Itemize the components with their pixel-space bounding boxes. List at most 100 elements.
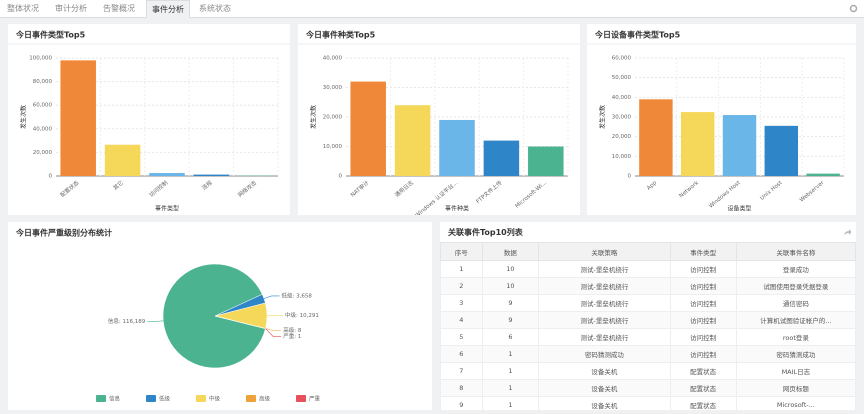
tab[interactable]: 审计分析 <box>55 4 87 13</box>
legend-swatch[interactable] <box>246 395 256 402</box>
y-tick-label: 0 <box>628 174 632 180</box>
bar <box>193 174 230 176</box>
table-cell: 测试-堡垒机绕行 <box>538 294 671 312</box>
x-tick-label: 访问控制 <box>147 178 169 199</box>
column-header: 数据 <box>481 242 540 261</box>
table-row: 7 1 设备关机 配置状态 MAIL日志 <box>440 362 857 380</box>
bar <box>764 125 799 176</box>
legend-label: 严重 <box>309 395 321 403</box>
x-axis-title: 事件种类 <box>445 205 469 213</box>
table-row: 5 6 测试-堡垒机绕行 访问控制 root登录 <box>440 328 857 346</box>
label-line <box>265 328 282 337</box>
chart-title: 今日事件严重级别分布统计 <box>15 228 112 238</box>
table-row: 6 1 密码猜测成功 访问控制 密码猜测成功 <box>440 345 857 363</box>
y-tick-label: 30,000 <box>612 115 632 121</box>
table-cell: 1 <box>481 345 540 363</box>
table-title: 关联事件Top10列表 <box>448 228 523 237</box>
tab[interactable]: 整体状况 <box>7 4 39 13</box>
panel: 今日事件类型Top5 0 20,000 40,000 60,000 80,000 100,0… <box>8 24 290 215</box>
y-tick-label: 80,000 <box>33 79 53 85</box>
legend-swatch[interactable] <box>196 395 206 402</box>
legend-label: 中级 <box>209 395 221 403</box>
table-panel: 关联事件Top10列表 序号 数据 关联策略 事件类型 关联事件名称 1 10 测试-堡垒机绕… <box>440 222 857 414</box>
x-tick-label: FTP文件上传 <box>474 178 504 205</box>
x-tick-label: NAT审计 <box>349 178 371 198</box>
tab-bar: 整体状况 审计分析 告警概况 事件分析 系统状态 <box>0 0 864 18</box>
table-cell: 1 <box>440 260 483 278</box>
chart-title: 今日事件种类Top5 <box>305 30 376 40</box>
bar <box>483 140 520 176</box>
column-header: 关联策略 <box>538 242 671 261</box>
data-label: 低级: 3,658 <box>282 291 313 299</box>
x-tick-label: 配置状态 <box>58 178 80 199</box>
y-tick-label: 20,000 <box>612 134 632 140</box>
column-header: 关联事件名称 <box>735 242 857 261</box>
legend-label: 信息 <box>109 395 121 403</box>
tab[interactable]: 事件分析 <box>146 0 190 18</box>
x-axis-title: 设备类型 <box>727 205 751 213</box>
chart-title: 今日事件类型Top5 <box>15 30 86 40</box>
table-cell: 7 <box>440 362 483 380</box>
data-label: 信息: 116,189 <box>108 317 146 325</box>
data-label: 高级: 8 <box>283 326 302 334</box>
table-cell: 测试-堡垒机绕行 <box>538 328 671 346</box>
tab[interactable]: 告警概况 <box>103 4 135 13</box>
table-cell: 8 <box>440 379 483 397</box>
table-cell: 配置状态 <box>669 379 737 397</box>
table-cell: 访问控制 <box>669 311 737 329</box>
table-cell: 10 <box>481 260 540 278</box>
y-tick-label: 100,000 <box>29 56 52 62</box>
table-cell: 访问控制 <box>669 345 737 363</box>
table-cell: 10 <box>481 277 540 295</box>
legend-swatch[interactable] <box>146 395 156 402</box>
bar <box>528 146 564 176</box>
table-cell: 设备关机 <box>538 362 671 380</box>
table-row: 1 10 测试-堡垒机绕行 访问控制 登录成功 <box>440 260 857 278</box>
label-line <box>263 295 280 299</box>
y-tick-label: 40,000 <box>323 56 343 62</box>
x-tick-label: Network <box>678 180 700 200</box>
legend-label: 高级 <box>259 395 271 403</box>
x-tick-label: 通用日志 <box>393 178 415 199</box>
y-tick-label: 0 <box>49 174 53 180</box>
table-row: 8 1 设备关机 配置状态 网页标题 <box>440 379 857 397</box>
table-cell: 测试-堡垒机绕行 <box>538 260 671 278</box>
y-tick-label: 50,000 <box>612 75 632 81</box>
x-tick-label: 其它 <box>111 179 125 192</box>
bar <box>680 112 715 176</box>
y-tick-label: 20,000 <box>33 150 53 156</box>
x-tick-label: 网络攻击 <box>236 178 258 199</box>
bar <box>394 105 431 176</box>
data-label: 中级: 10,291 <box>285 311 319 319</box>
chart: 今日设备事件类型Top5 0 10,000 20,000 30,000 40,000 50,… <box>587 30 856 213</box>
panel: 今日设备事件类型Top5 0 10,000 20,000 30,000 40,000 50,… <box>587 24 856 215</box>
table-cell: 1 <box>481 379 540 397</box>
settings-icon[interactable] <box>849 4 858 13</box>
share-icon[interactable] <box>843 228 852 236</box>
table-cell: 试图使用登录凭据登录 <box>735 277 857 295</box>
pie-slice <box>214 315 266 329</box>
bar <box>149 173 185 176</box>
legend-swatch[interactable] <box>96 395 106 402</box>
legend-swatch[interactable] <box>296 395 306 402</box>
table-cell: 测试-堡垒机绕行 <box>538 311 671 329</box>
legend-label: 低级 <box>159 395 171 403</box>
chart: 今日事件类型Top5 0 20,000 40,000 60,000 80,000 100,0… <box>8 30 290 213</box>
header-row: 序号 数据 关联策略 事件类型 关联事件名称 <box>440 242 857 261</box>
y-tick-label: 0 <box>339 174 343 180</box>
chart: 今日事件种类Top5 0 10,000 20,000 30,000 40,000 NAT审计… <box>298 30 580 219</box>
y-tick-label: 30,000 <box>323 85 343 91</box>
label-line <box>147 320 164 322</box>
table-cell: root登录 <box>735 328 857 346</box>
x-tick-label: App <box>646 180 658 192</box>
table-row: 2 10 测试-堡垒机绕行 访问控制 试图使用登录凭据登录 <box>440 277 857 295</box>
table-cell: 5 <box>440 328 483 346</box>
x-axis-title: 事件类型 <box>155 205 179 213</box>
tab[interactable]: 系统状态 <box>199 4 231 13</box>
table-row: 9 1 设备关机 配置状态 Microsoft-... <box>440 396 857 414</box>
x-tick-label: Microsoft-Wi... <box>514 180 548 210</box>
y-axis-title: 发生次数 <box>310 105 318 129</box>
panel: 今日事件严重级别分布统计信息: 116,189 低级: 3,658 中级: 10,2… <box>8 222 432 410</box>
